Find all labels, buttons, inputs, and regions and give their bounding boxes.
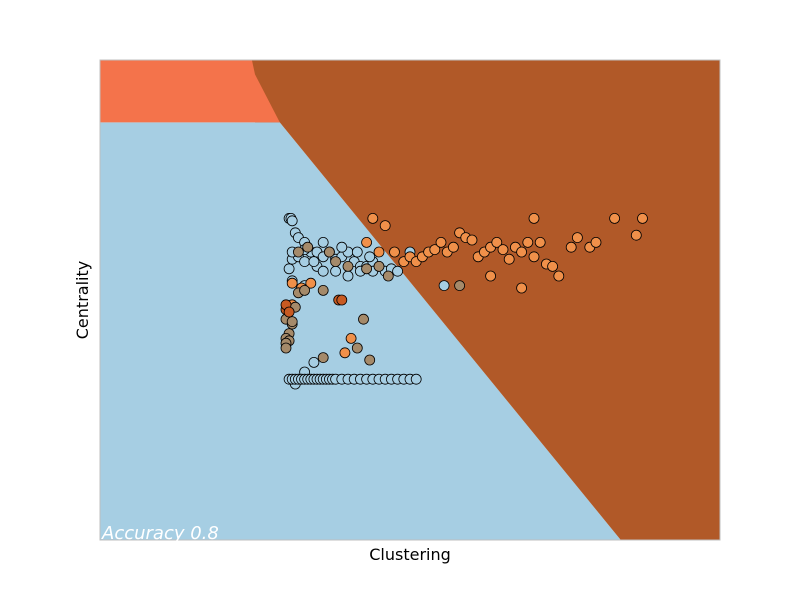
point-light-blue [364,251,376,263]
point-orange [565,241,577,253]
point-orange [389,246,400,258]
point-orange [528,212,540,224]
point-light-blue [342,270,354,282]
point-orange [373,246,385,258]
point-orange [609,212,620,224]
region-brown [251,60,720,540]
plot-area: Accuracy 0.8 [99,59,721,544]
point-orange [379,220,391,232]
point-light-blue [317,265,329,277]
point-light-blue [308,256,320,268]
x-axis-label: Clustering [369,545,451,564]
point-orange [447,241,459,253]
point-tan [280,342,292,354]
point-orange [534,236,546,248]
point-light-blue [308,356,320,368]
point-light-blue [438,280,450,292]
point-light-blue [330,265,342,277]
point-tan [292,246,304,258]
accuracy-annotation: Accuracy 0.8 [101,523,219,544]
point-tan [382,270,394,282]
region-orange [100,60,280,123]
point-orange [516,282,528,294]
point-orange [590,236,602,248]
point-orange [466,234,478,246]
point-dark-orange [336,294,348,306]
point-orange [637,212,648,224]
scatter-points [280,212,648,390]
point-orange [571,232,583,244]
point-tan [286,316,298,328]
region-light-blue [100,122,621,541]
point-light-blue-bottom-row [410,373,422,385]
point-tan [454,280,466,292]
point-light-blue [336,241,348,253]
point-orange [429,244,441,256]
point-orange [522,236,534,248]
point-orange [361,236,373,248]
point-light-blue [392,265,404,277]
plot-frame [99,59,721,541]
point-tan [323,246,335,258]
point-tan [351,342,363,354]
y-axis-label: Centrality [73,261,92,339]
point-tan [299,284,311,296]
point-orange [305,277,317,289]
point-orange [491,236,503,248]
point-tan [342,260,354,272]
point-tan [364,354,376,366]
point-tan [361,263,373,275]
decision-regions [100,60,720,541]
point-tan [317,352,329,364]
point-orange [630,229,642,241]
point-orange [553,270,565,282]
point-light-blue [283,263,295,275]
point-orange [286,277,298,289]
point-orange [435,236,447,248]
point-orange [547,260,559,272]
point-orange [497,244,509,256]
point-light-blue [286,215,298,227]
point-tan [330,256,342,268]
point-orange [367,212,379,224]
point-dark-orange [283,306,295,318]
point-light-blue [317,236,329,248]
point-orange [339,347,351,359]
point-tan [317,284,329,296]
point-tan [358,313,369,325]
point-tan [373,260,385,272]
point-orange [516,246,528,258]
point-orange [485,270,497,282]
point-orange [528,251,540,263]
point-light-blue [299,256,311,268]
point-orange [503,253,515,265]
point-light-blue [351,246,363,258]
point-orange [345,332,357,344]
point-tan [302,241,314,253]
